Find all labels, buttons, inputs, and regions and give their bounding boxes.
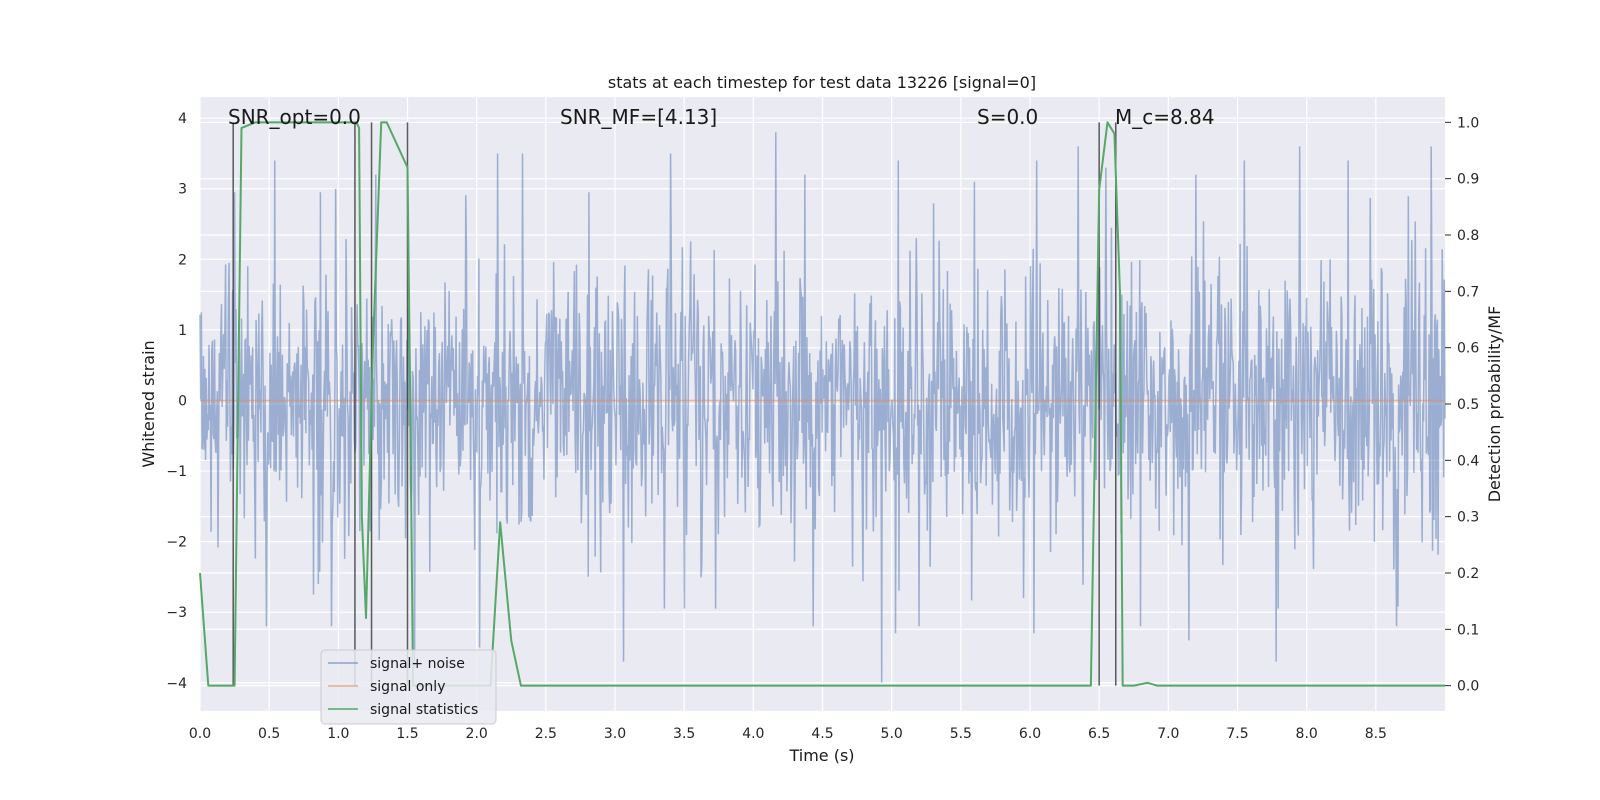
y2-axis-label: Detection probability/MF [1485,306,1504,503]
signal-statistics-series [199,121,1445,687]
annotation-s: S=0.0 [977,105,1038,129]
x-tick-label-1: 0.5 [258,726,280,742]
y-tick-label-3: −1 [166,464,187,480]
x-tick-label-15: 7.5 [1226,726,1248,742]
x-tick-label-6: 3.0 [604,726,626,742]
x-tick-label-3: 1.5 [396,726,418,742]
x-tick-label-2: 1.0 [327,726,349,742]
x-tick-label-4: 2.0 [466,726,488,742]
y-tick-label-1: −3 [166,605,187,621]
annotation-snr-mf: SNR_MF=[4.13] [560,105,717,129]
y2-tick-label-3: 0.3 [1457,510,1479,526]
y-tick-label-0: −4 [166,676,187,692]
y2-tick-label-8: 0.8 [1457,228,1479,244]
vertical-marker-lines [232,122,1117,686]
legend-label-signal-statistics: signal statistics [370,702,478,718]
x-tick-label-11: 5.5 [950,726,972,742]
y-axis-label: Whitened strain [139,340,158,467]
y2-tick-label-0: 0.0 [1457,679,1479,695]
y2-axis-ticks: 0.0 0.1 0.2 0.3 0.4 0.5 0.6 0.7 0.8 0.9 1.0 [1445,115,1479,695]
x-tick-label-16: 8.0 [1296,726,1318,742]
x-tick-label-8: 4.0 [742,726,764,742]
y-tick-label-7: 3 [178,182,187,198]
signal-statistics-line [199,121,1445,687]
annotations: SNR_opt=0.0 SNR_MF=[4.13] S=0.0 M_c=8.84 [228,105,1215,129]
x-tick-label-10: 5.0 [881,726,903,742]
x-tick-label-14: 7.0 [1157,726,1179,742]
x-tick-label-12: 6.0 [1019,726,1041,742]
y2-tick-label-5: 0.5 [1457,397,1479,413]
x-tick-label-17: 8.5 [1365,726,1387,742]
y2-tick-label-7: 0.7 [1457,284,1479,300]
legend-label-signal-noise: signal+ noise [370,656,465,672]
annotation-snr-opt: SNR_opt=0.0 [228,105,361,129]
x-tick-label-9: 4.5 [811,726,833,742]
y2-tick-label-1: 0.1 [1457,622,1479,638]
x-tick-label-7: 3.5 [673,726,695,742]
legend-box [320,649,497,725]
y2-tick-label-4: 0.4 [1457,453,1479,469]
x-tick-label-5: 2.5 [535,726,557,742]
legend: signal+ noise signal only signal statist… [320,649,497,725]
x-axis-label: Time (s) [788,746,854,765]
y2-tick-label-2: 0.2 [1457,566,1479,582]
legend-label-signal-only: signal only [370,679,445,695]
y2-tick-label-9: 0.9 [1457,172,1479,188]
x-axis-ticks: 0.0 0.5 1.0 1.5 2.0 2.5 3.0 3.5 4.0 4.5 5.0 5.5 6.0 6… [189,726,1387,742]
y-tick-label-6: 2 [178,252,187,268]
y-tick-label-2: −2 [166,535,187,551]
y-tick-label-5: 1 [178,323,187,339]
chart-title: stats at each timestep for test data 132… [608,73,1036,92]
y2-tick-label-6: 0.6 [1457,341,1479,357]
y-axis-ticks: −4 −3 −2 −1 0 1 2 3 4 [166,111,187,692]
y2-tick-label-10: 1.0 [1457,115,1479,131]
y-tick-label-4: 0 [178,393,187,409]
annotation-mc: M_c=8.84 [1115,105,1215,129]
x-tick-label-0: 0.0 [189,726,211,742]
x-tick-label-13: 6.5 [1088,726,1110,742]
y-tick-label-8: 4 [178,111,187,127]
